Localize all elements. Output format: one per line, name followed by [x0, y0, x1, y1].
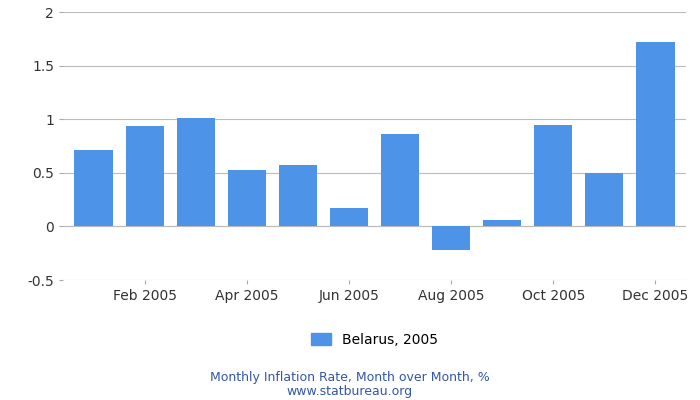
Bar — [381, 134, 419, 226]
Bar — [74, 150, 113, 226]
Bar — [636, 42, 675, 226]
Bar — [125, 126, 164, 226]
Bar — [176, 118, 215, 226]
Bar — [228, 170, 266, 226]
Bar — [585, 173, 624, 226]
Text: Monthly Inflation Rate, Month over Month, %: Monthly Inflation Rate, Month over Month… — [210, 372, 490, 384]
Bar — [534, 124, 573, 226]
Bar — [432, 226, 470, 250]
Text: www.statbureau.org: www.statbureau.org — [287, 385, 413, 398]
Bar — [330, 208, 368, 226]
Bar — [279, 165, 317, 226]
Legend: Belarus, 2005: Belarus, 2005 — [305, 327, 444, 352]
Bar — [483, 220, 522, 226]
